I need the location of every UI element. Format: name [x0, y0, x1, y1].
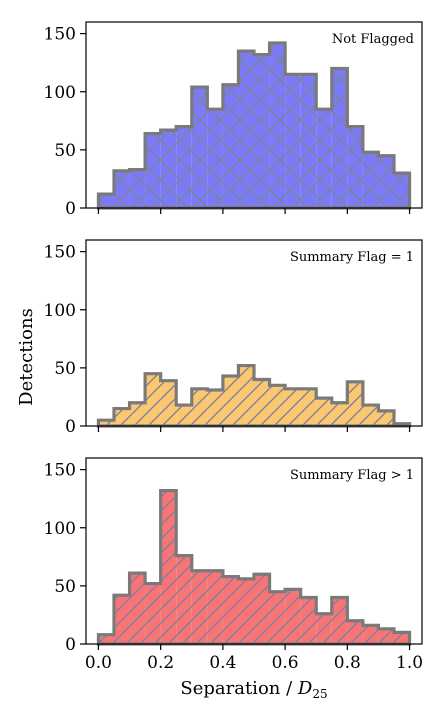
y-axis-label: Detections — [16, 308, 37, 406]
x-axis-label-sub: 25 — [312, 687, 327, 701]
histogram-outline — [96, 488, 412, 646]
y-tick-label: 0 — [65, 417, 76, 437]
y-tick-label: 50 — [54, 359, 76, 379]
x-tick-label: 0.0 — [85, 653, 112, 673]
x-tick-label: 0.6 — [272, 653, 299, 673]
panel-summary-flag-eq-1: 0 50 100 150 Summary Flag = 1 — [44, 239, 423, 437]
histogram-outline — [96, 41, 412, 210]
x-axis-label: Separation / D25 — [180, 678, 327, 701]
y-tick-label: 150 — [44, 243, 76, 263]
y-tick-label: 100 — [44, 519, 76, 539]
x-tick-label: 0.8 — [334, 653, 361, 673]
x-tick-label: 0.2 — [147, 653, 174, 673]
x-axis-label-var: D — [297, 678, 313, 699]
y-tick-label: 0 — [65, 635, 76, 655]
y-tick-label: 50 — [54, 141, 76, 161]
x-axis-label-text: Separation / — [180, 678, 298, 699]
panel-label: Summary Flag = 1 — [290, 250, 414, 265]
y-tick-label: 150 — [44, 461, 76, 481]
axes-frame — [85, 457, 423, 645]
panel-label: Not Flagged — [332, 32, 414, 47]
x-tick-label: 1.0 — [396, 653, 423, 673]
panel-summary-flag-gt-1: 0 50 100 150 0.0 0.2 0.4 0.6 0.8 1.0 Summary Flag … — [44, 457, 423, 673]
axes-frame — [85, 21, 423, 209]
y-tick-label: 50 — [54, 577, 76, 597]
y-tick-label: 100 — [44, 301, 76, 321]
histogram-hatch — [98, 365, 410, 426]
panel-label: Summary Flag > 1 — [290, 468, 414, 483]
axes-frame — [85, 239, 423, 427]
y-tick-label: 0 — [65, 199, 76, 219]
y-tick-label: 150 — [44, 25, 76, 45]
y-tick-label: 100 — [44, 83, 76, 103]
histogram-outline — [96, 363, 412, 428]
panel-not-flagged: 0 50 100 150 Not Flagged — [44, 21, 423, 219]
x-tick-label: 0.4 — [209, 653, 236, 673]
